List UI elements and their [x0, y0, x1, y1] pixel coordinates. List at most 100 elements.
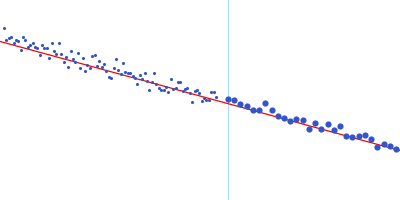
Point — [53, 53, 60, 56]
Point — [146, 88, 152, 91]
Point — [306, 127, 312, 130]
Point — [139, 77, 145, 80]
Point — [58, 52, 64, 56]
Point — [225, 97, 231, 100]
Point — [244, 105, 250, 108]
Point — [274, 114, 281, 117]
Point — [106, 75, 112, 78]
Point — [268, 108, 275, 111]
Point — [186, 92, 193, 95]
Point — [168, 78, 174, 81]
Point — [208, 91, 214, 94]
Point — [281, 117, 287, 120]
Point — [113, 57, 119, 61]
Point — [141, 71, 148, 74]
Point — [20, 36, 26, 39]
Point — [108, 76, 114, 79]
Point — [158, 88, 164, 91]
Point — [36, 53, 43, 56]
Point — [6, 36, 12, 39]
Point — [163, 85, 169, 88]
Point — [343, 134, 350, 137]
Point — [324, 122, 331, 125]
Point — [196, 92, 202, 95]
Point — [86, 67, 93, 70]
Point — [191, 89, 198, 92]
Point — [198, 99, 205, 102]
Point — [39, 44, 45, 47]
Point — [44, 46, 50, 50]
Point — [374, 146, 380, 149]
Point — [177, 80, 184, 84]
Point — [34, 46, 40, 49]
Point — [356, 135, 362, 138]
Point — [184, 86, 191, 90]
Point — [70, 58, 76, 61]
Point — [256, 108, 262, 111]
Point — [165, 90, 172, 94]
Point — [48, 41, 55, 44]
Point — [3, 38, 10, 41]
Point — [72, 60, 79, 63]
Point — [60, 60, 67, 63]
Point — [65, 66, 72, 69]
Point — [231, 98, 238, 102]
Point — [77, 66, 84, 69]
Point — [10, 42, 17, 45]
Point — [180, 90, 186, 93]
Point — [91, 53, 98, 57]
Point — [203, 99, 210, 102]
Point — [115, 68, 122, 71]
Point — [250, 108, 256, 112]
Point — [68, 50, 74, 53]
Point — [118, 73, 124, 76]
Point — [96, 59, 102, 63]
Point — [153, 83, 160, 86]
Point — [122, 70, 129, 74]
Point — [32, 46, 38, 49]
Point — [15, 39, 22, 42]
Point — [287, 120, 294, 123]
Point — [127, 72, 134, 75]
Point — [46, 56, 52, 59]
Point — [82, 70, 88, 73]
Point — [337, 124, 343, 128]
Point — [120, 61, 126, 64]
Point — [293, 117, 300, 120]
Point — [27, 44, 34, 47]
Point — [213, 95, 219, 99]
Point — [386, 145, 393, 148]
Point — [98, 65, 105, 68]
Point — [189, 100, 195, 104]
Point — [1, 26, 7, 30]
Point — [182, 88, 188, 91]
Point — [89, 54, 95, 57]
Point — [25, 45, 31, 48]
Point — [160, 88, 167, 91]
Point — [134, 82, 140, 85]
Point — [75, 52, 81, 55]
Point — [210, 90, 217, 94]
Point — [136, 73, 143, 77]
Point — [312, 122, 318, 125]
Point — [22, 38, 29, 42]
Point — [18, 49, 24, 52]
Point — [84, 63, 90, 67]
Point — [237, 103, 244, 106]
Point — [51, 49, 57, 52]
Point — [63, 56, 69, 59]
Point — [393, 148, 399, 151]
Point — [380, 142, 387, 145]
Point — [201, 96, 207, 99]
Point — [148, 80, 155, 83]
Point — [368, 137, 374, 141]
Point — [262, 101, 268, 105]
Point — [318, 127, 324, 131]
Point — [130, 74, 136, 78]
Point — [144, 80, 150, 83]
Point — [362, 134, 368, 137]
Point — [94, 65, 100, 68]
Point — [13, 39, 19, 42]
Point — [170, 87, 176, 90]
Point — [80, 56, 86, 59]
